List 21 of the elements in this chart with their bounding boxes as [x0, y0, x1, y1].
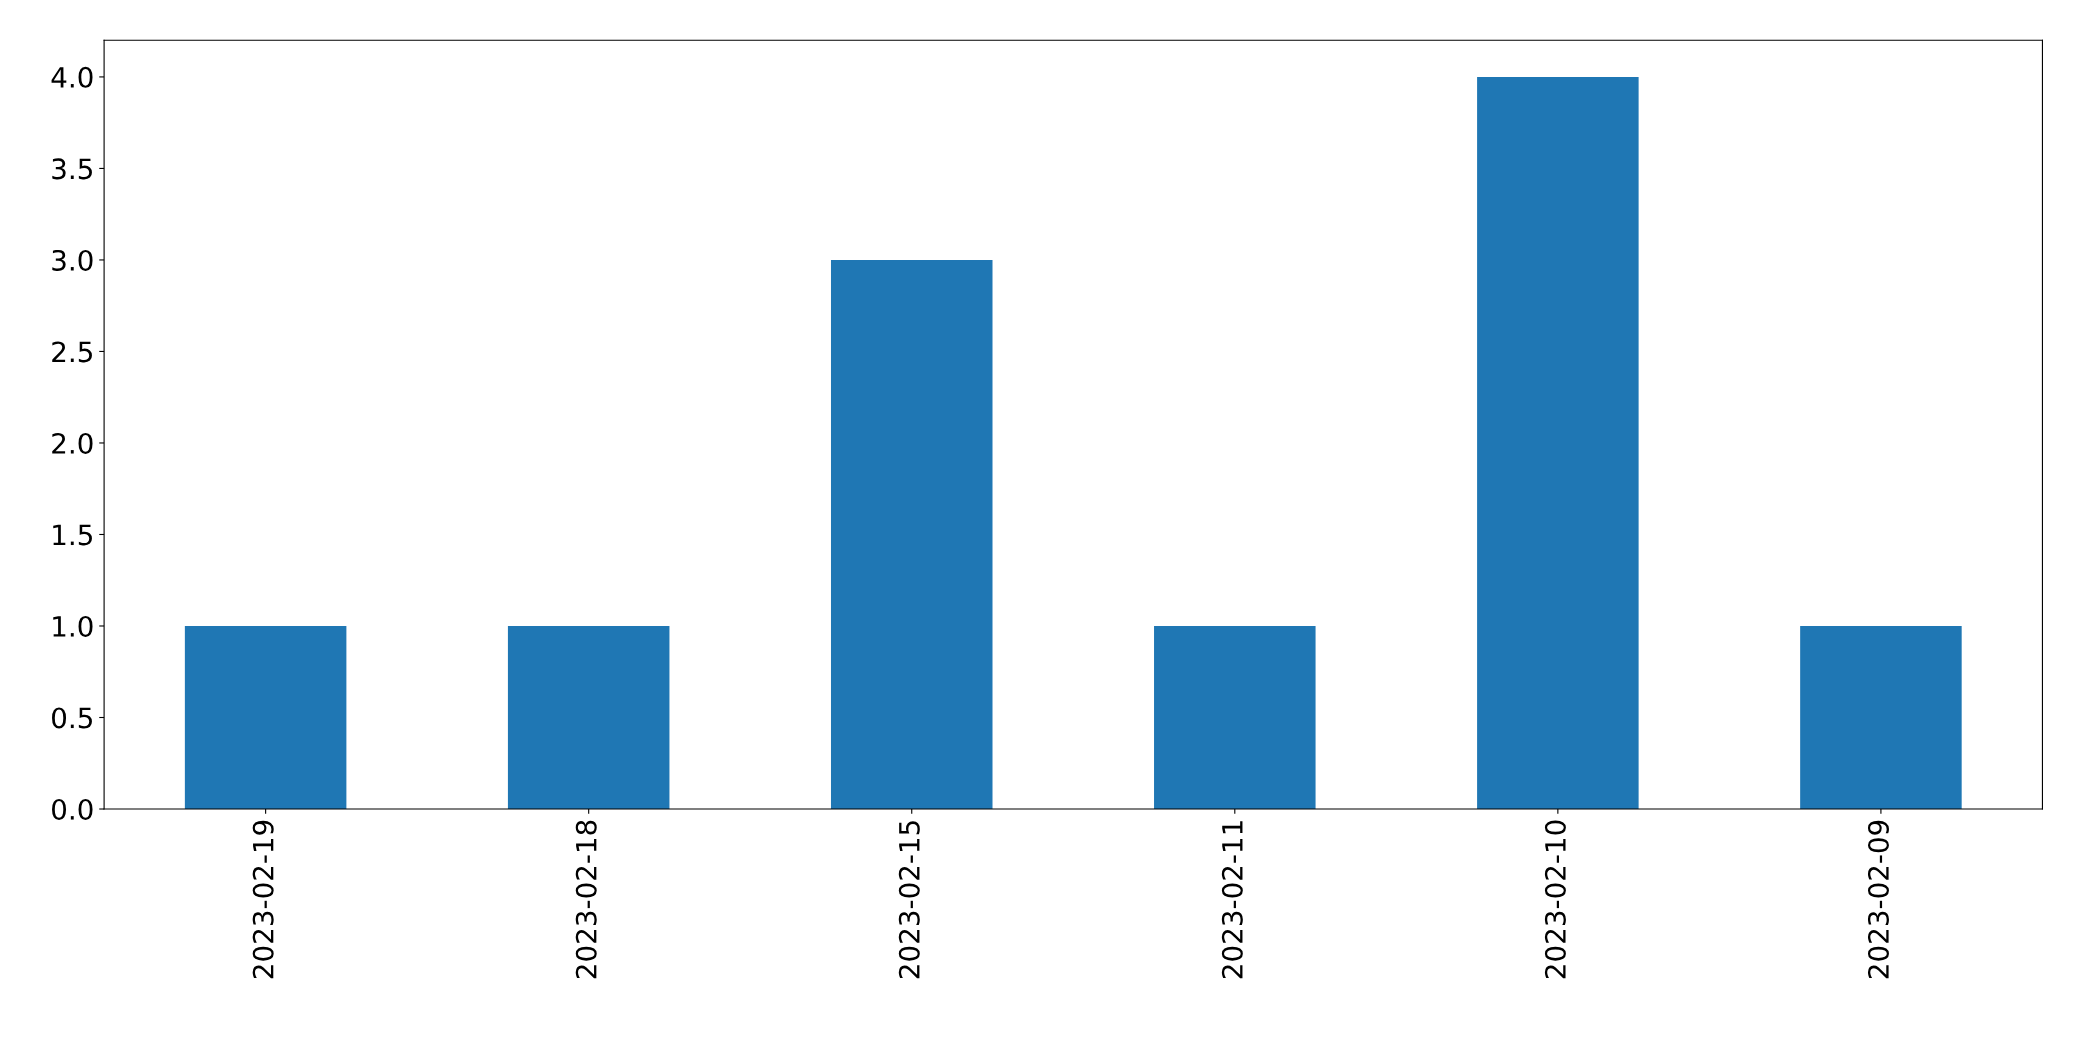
y-tick-label: 3.5: [52, 158, 92, 180]
bar: [184, 625, 347, 810]
x-tick-label: 2023-02-18: [575, 820, 597, 979]
x-tick-label: 2023-02-11: [1221, 821, 1243, 979]
y-tick-label: 4.0: [51, 66, 93, 88]
y-tick-label: 0.5: [52, 707, 92, 729]
bar: [1154, 625, 1316, 810]
bar: [830, 259, 993, 810]
y-tick-label: 0.0: [52, 798, 93, 820]
bar: [507, 625, 670, 810]
y-tick-label: 2.5: [52, 341, 92, 363]
x-tick-label: 2023-02-15: [898, 821, 920, 979]
y-tick-label: 1.5: [53, 524, 92, 546]
x-tick-label: 2023-02-19: [252, 820, 274, 979]
y-tick-label: 1.0: [53, 615, 93, 637]
x-tick-label: 2023-02-10: [1544, 820, 1566, 979]
y-tick-label: 3.0: [52, 249, 93, 271]
bar: [1800, 625, 1962, 810]
bar: [1477, 76, 1639, 810]
x-tick-label: 2023-02-09: [1867, 820, 1889, 979]
y-tick-label: 2.0: [52, 432, 93, 454]
